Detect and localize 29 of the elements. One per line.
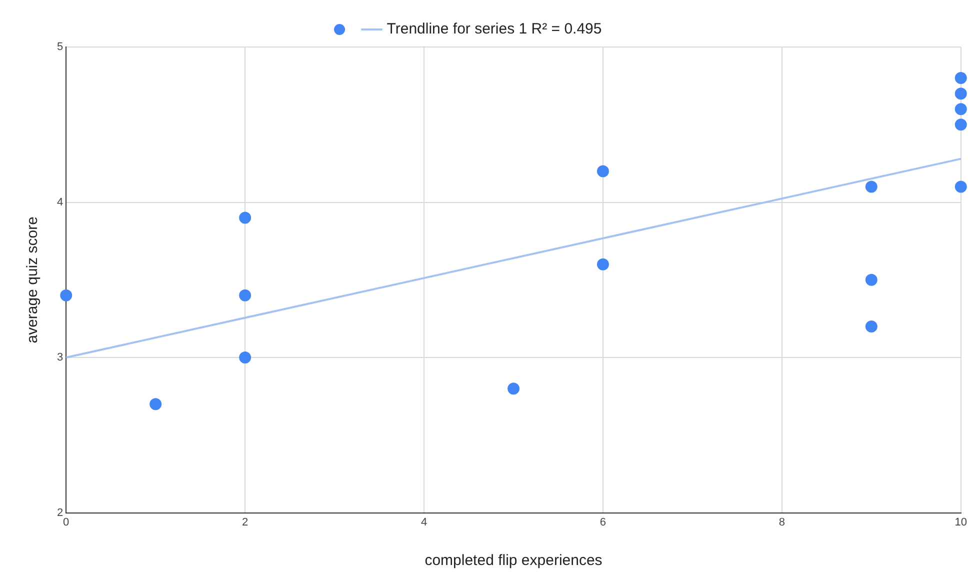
point (60, 289, 72, 302)
y-tick-label: 4 (56, 196, 64, 208)
y-tick-label: 3 (56, 352, 64, 364)
y-tick-label: 5 (56, 41, 64, 54)
x-tick-label: 2 (242, 516, 248, 528)
point (954, 103, 967, 116)
point (865, 274, 878, 286)
x-tick-label: 6 (600, 516, 606, 528)
point (596, 258, 609, 270)
y-tick-label: 2 (56, 506, 64, 519)
point (596, 165, 609, 178)
point (954, 72, 967, 84)
point (954, 88, 967, 100)
point (150, 398, 162, 410)
point (865, 320, 878, 332)
legend-label: Trendline for series 1 R² = 0.495 (386, 20, 602, 38)
x-axis-title: completed flip experiences (424, 552, 602, 570)
y-axis-title: average quiz score (24, 216, 42, 344)
point (239, 212, 252, 224)
point (954, 118, 967, 131)
x-tick-label: 8 (778, 516, 785, 528)
point (954, 180, 967, 193)
x-tick-label: 0 (63, 516, 70, 528)
point (865, 180, 878, 193)
point (239, 289, 252, 302)
point (508, 382, 520, 395)
x-tick-label: 10 (954, 516, 968, 528)
x-tick-label: 4 (420, 516, 428, 528)
point (239, 352, 252, 364)
